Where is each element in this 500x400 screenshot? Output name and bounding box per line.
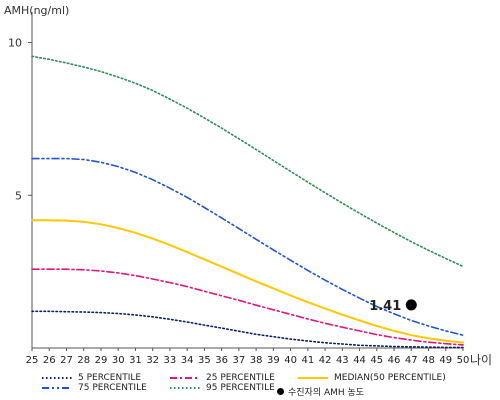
y-axis-title: AMH(ng/ml) (4, 4, 70, 17)
x-tick-label: 49 (439, 355, 452, 366)
x-tick-label: 37 (233, 355, 246, 366)
legend-swatch (42, 387, 72, 389)
x-tick-label: 26 (43, 355, 56, 366)
patient-marker (405, 299, 417, 311)
legend-swatch (298, 377, 328, 379)
series-line-4 (31, 55, 464, 268)
series-line-2 (31, 219, 464, 344)
legend-label: 25 PERCENTILE (206, 373, 275, 383)
x-tick-label: 43 (336, 355, 349, 366)
x-tick-label: 44 (353, 355, 366, 366)
x-tick-label: 50 (457, 355, 470, 366)
series-line-0 (31, 310, 464, 349)
x-tick-label: 25 (26, 355, 39, 366)
x-tick-label: 36 (215, 355, 228, 366)
x-tick-label: 38 (250, 355, 263, 366)
x-tick-label: 48 (422, 355, 435, 366)
x-tick-label: 42 (319, 355, 332, 366)
x-tick-label: 30 (112, 355, 125, 366)
legend-swatch (42, 377, 72, 379)
patient-legend-label: 수진자의 AMH 농도 (288, 388, 365, 398)
legend-swatch (170, 377, 200, 379)
y-tick-label: 10 (8, 37, 22, 50)
legend-label: MEDIAN(50 PERCENTILE) (334, 373, 446, 383)
x-tick-label: 47 (405, 355, 418, 366)
patient-marker-legend-icon (277, 388, 284, 395)
patient-value-label: 1.41 (369, 299, 401, 314)
x-tick-label: 35 (198, 355, 211, 366)
x-tick-label: 46 (388, 355, 401, 366)
x-tick-label: 27 (60, 355, 73, 366)
x-tick-label: 39 (267, 355, 280, 366)
x-tick-label: 34 (181, 355, 194, 366)
x-tick-label: 32 (146, 355, 159, 366)
x-tick-label: 28 (77, 355, 90, 366)
x-tick-label: 45 (370, 355, 383, 366)
y-tick-label: 5 (15, 189, 22, 202)
x-tick-label: 41 (301, 355, 314, 366)
legend-label: 5 PERCENTILE (78, 373, 142, 383)
x-tick-label: 29 (95, 355, 108, 366)
x-tick-label: 31 (129, 355, 142, 366)
legend-label: 75 PERCENTILE (78, 383, 147, 393)
x-tick-label: 40 (284, 355, 297, 366)
series-line-1 (31, 268, 464, 346)
legend-label: 95 PERCENTILE (206, 383, 275, 393)
chart-legend: 5 PERCENTILE 25 PERCENTILE MEDIAN(50 PER… (36, 373, 496, 397)
legend-swatch (170, 387, 200, 389)
x-axis-unit: 나이 (470, 353, 493, 367)
x-tick-label: 33 (164, 355, 177, 366)
series-line-3 (31, 157, 464, 336)
